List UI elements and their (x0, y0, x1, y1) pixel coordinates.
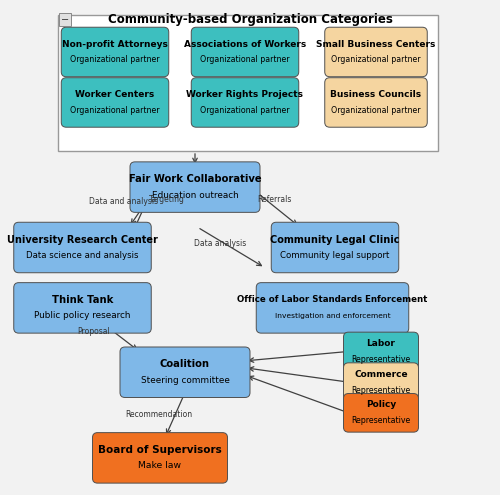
Text: −: − (61, 15, 69, 25)
Text: Worker Rights Projects: Worker Rights Projects (186, 90, 304, 99)
Text: Investigation and enforcement: Investigation and enforcement (274, 313, 390, 319)
FancyBboxPatch shape (191, 78, 298, 127)
FancyBboxPatch shape (14, 222, 151, 273)
FancyBboxPatch shape (256, 283, 409, 333)
FancyBboxPatch shape (325, 27, 427, 77)
Text: Policy: Policy (366, 400, 396, 409)
Text: Associations of Workers: Associations of Workers (184, 40, 306, 49)
FancyBboxPatch shape (271, 222, 399, 273)
FancyBboxPatch shape (344, 363, 418, 401)
FancyBboxPatch shape (130, 162, 260, 212)
Text: Small Business Centers: Small Business Centers (316, 40, 436, 49)
Text: Community legal support: Community legal support (280, 251, 390, 260)
Text: Data science and analysis: Data science and analysis (26, 251, 139, 260)
FancyBboxPatch shape (58, 15, 438, 151)
FancyBboxPatch shape (325, 78, 427, 127)
FancyBboxPatch shape (120, 347, 250, 397)
Text: Targeting: Targeting (148, 196, 184, 204)
FancyBboxPatch shape (344, 332, 418, 371)
FancyBboxPatch shape (191, 27, 298, 77)
Text: Fair Work Collaborative: Fair Work Collaborative (128, 174, 262, 184)
FancyBboxPatch shape (62, 78, 169, 127)
FancyBboxPatch shape (92, 433, 228, 483)
Text: Data analysis: Data analysis (194, 239, 246, 248)
Text: Commerce: Commerce (354, 370, 408, 379)
Text: Board of Supervisors: Board of Supervisors (98, 445, 222, 455)
Text: Community-based Organization Categories: Community-based Organization Categories (108, 13, 393, 26)
Text: Non-profit Attorneys: Non-profit Attorneys (62, 40, 168, 49)
Text: Recommendation: Recommendation (126, 410, 192, 419)
Text: Organizational partner: Organizational partner (200, 106, 290, 115)
FancyBboxPatch shape (62, 27, 169, 77)
Text: Office of Labor Standards Enforcement: Office of Labor Standards Enforcement (238, 296, 428, 304)
Text: Steering committee: Steering committee (140, 376, 230, 385)
Text: Data and analysis: Data and analysis (90, 198, 158, 206)
Text: Organizational partner: Organizational partner (70, 55, 160, 64)
Text: Representative: Representative (352, 386, 410, 395)
Text: Organizational partner: Organizational partner (331, 106, 421, 115)
FancyBboxPatch shape (344, 394, 418, 432)
Text: Representative: Representative (352, 355, 410, 364)
FancyBboxPatch shape (14, 283, 151, 333)
Text: Representative: Representative (352, 416, 410, 425)
Text: Organizational partner: Organizational partner (200, 55, 290, 64)
Text: Organizational partner: Organizational partner (70, 106, 160, 115)
Text: University Research Center: University Research Center (7, 235, 158, 245)
Text: Referrals: Referrals (257, 196, 291, 204)
Text: Coalition: Coalition (160, 359, 210, 369)
Text: Organizational partner: Organizational partner (331, 55, 421, 64)
Text: Labor: Labor (366, 339, 396, 348)
Text: Think Tank: Think Tank (52, 295, 113, 305)
Text: Business Councils: Business Councils (330, 90, 422, 99)
Text: Community Legal Clinic: Community Legal Clinic (270, 235, 400, 245)
Text: Worker Centers: Worker Centers (76, 90, 154, 99)
Text: Public policy research: Public policy research (34, 311, 131, 320)
Text: Education outreach: Education outreach (152, 191, 238, 199)
Text: Proposal: Proposal (78, 327, 110, 336)
Text: Make law: Make law (138, 461, 182, 470)
